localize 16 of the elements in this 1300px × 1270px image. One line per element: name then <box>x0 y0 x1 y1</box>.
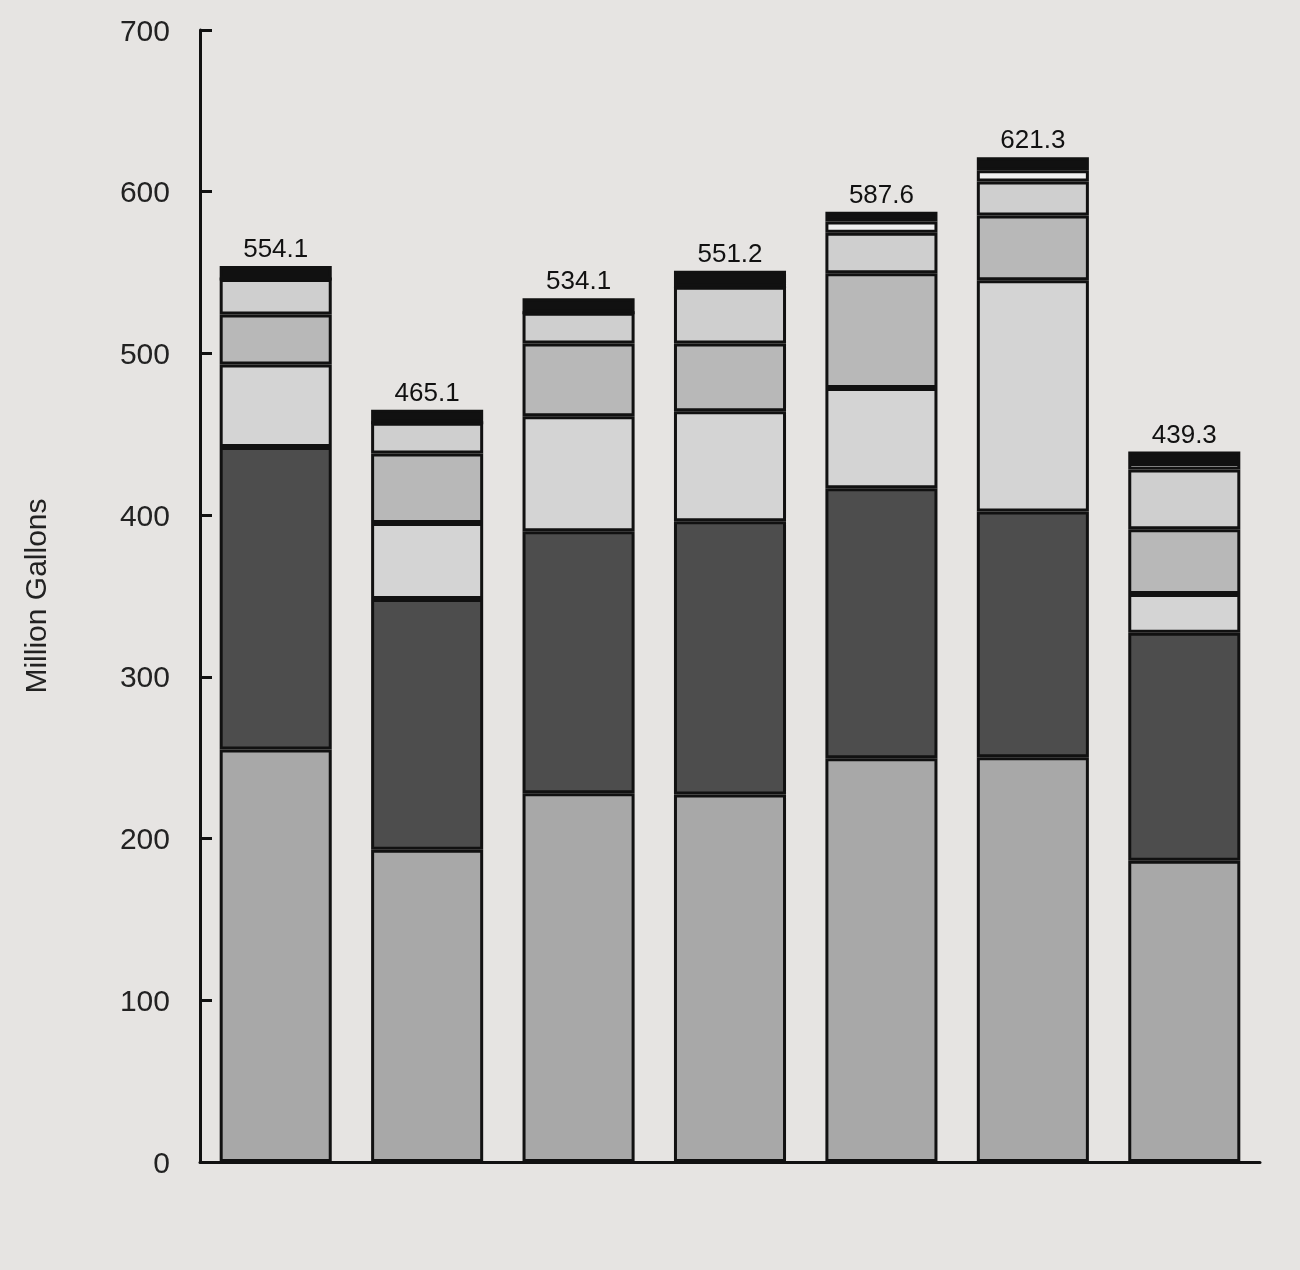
total-label: 534.1 <box>546 265 612 296</box>
y-tick-label: 600 <box>119 175 170 209</box>
total-label: 621.3 <box>1000 124 1066 155</box>
total-label: 587.6 <box>848 178 914 209</box>
y-tick-label: 700 <box>119 13 170 47</box>
y-tick-label: 500 <box>119 336 170 370</box>
total-label: 439.3 <box>1151 418 1217 449</box>
total-label: 554.1 <box>243 232 309 263</box>
total-label: 465.1 <box>394 376 460 407</box>
total-label: 551.2 <box>697 237 763 268</box>
y-tick-label: 0 <box>153 1145 170 1179</box>
y-tick-label: 400 <box>119 498 170 532</box>
y-axis-title: Million Gallons <box>18 498 52 694</box>
y-tick-label: 100 <box>119 983 170 1017</box>
y-tick-label: 300 <box>119 660 170 694</box>
y-tick-label: 200 <box>119 822 170 856</box>
